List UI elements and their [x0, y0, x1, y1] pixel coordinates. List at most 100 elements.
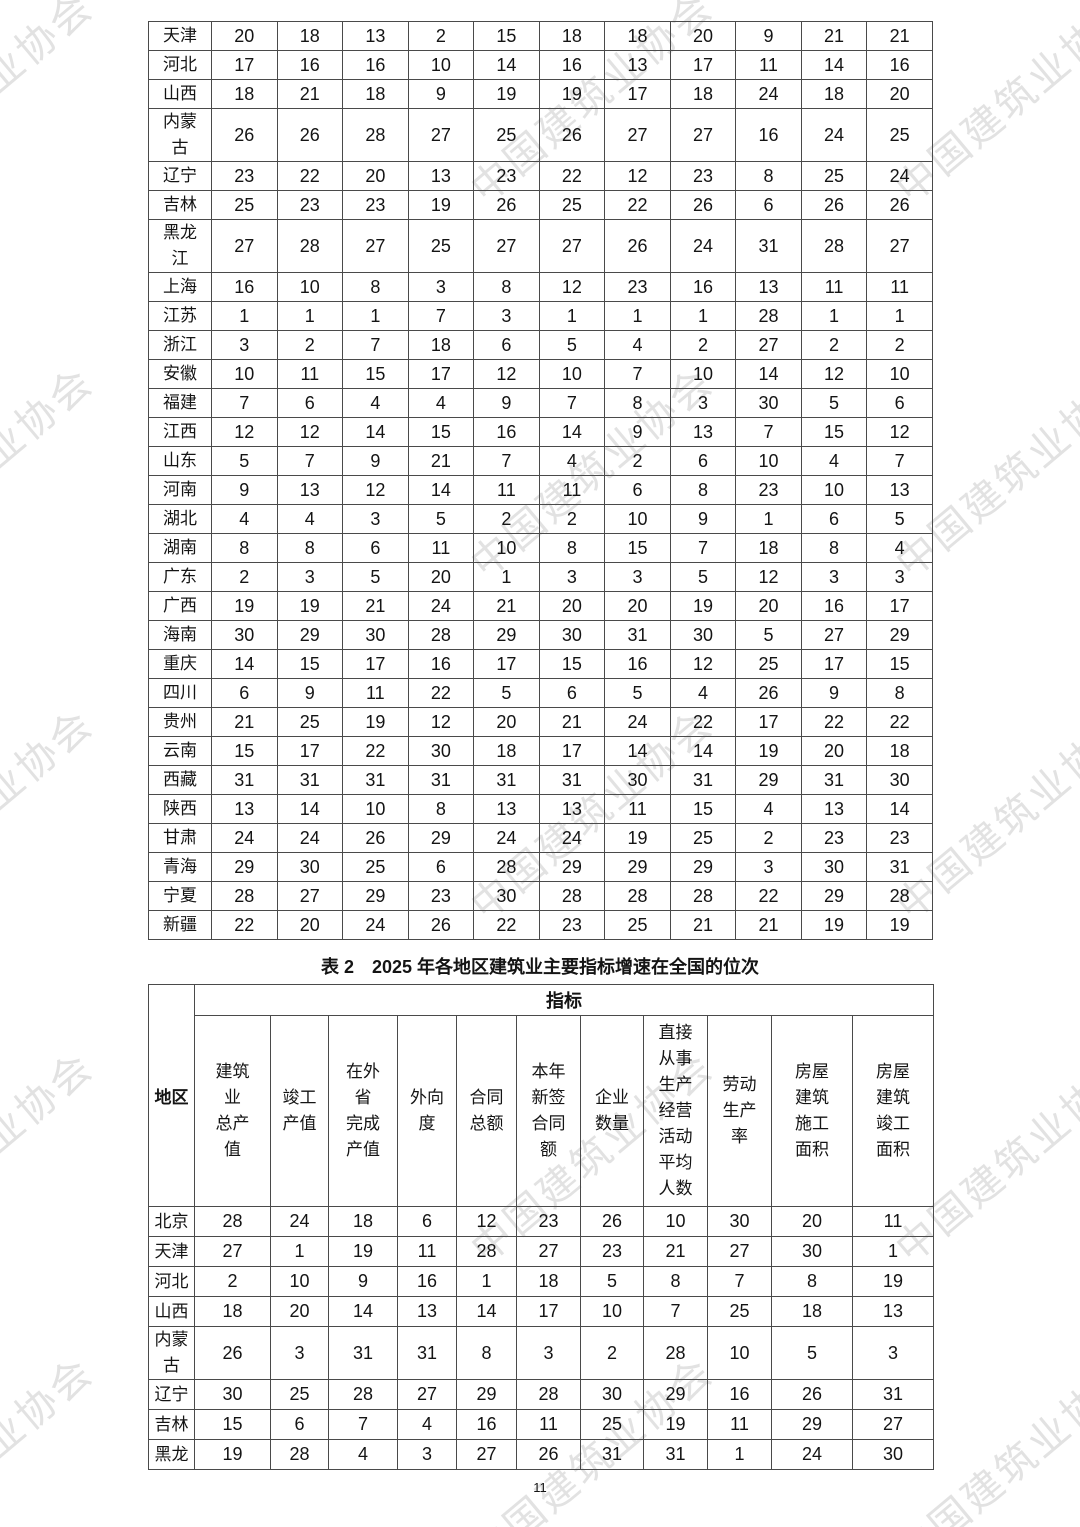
- rank-cell: 3: [851, 1326, 935, 1380]
- rank-cell: 18: [866, 736, 933, 766]
- rank-cell: 27: [851, 1409, 935, 1440]
- rank-cell: 6: [735, 190, 802, 220]
- rank-cell: 2: [604, 446, 671, 476]
- rank-cell: 13: [669, 417, 737, 447]
- rank-cell: 15: [473, 21, 540, 51]
- rank-cell: 1: [866, 301, 933, 331]
- rank-cell: 4: [866, 533, 933, 563]
- table-row: 上海 16 10 8 3 8 12 23 16 13 11 11: [148, 272, 933, 302]
- region-column-header: 地区: [148, 984, 195, 1207]
- rank-cell: 7: [866, 446, 933, 476]
- rank-cell: 21: [342, 591, 409, 621]
- rank-cell: 6: [211, 678, 278, 708]
- rank-cell: 19: [473, 79, 540, 109]
- region-label: 新疆: [148, 910, 212, 940]
- rank-cell: 25: [270, 1379, 329, 1410]
- rank-cell: 28: [407, 620, 475, 650]
- rank-cell: 10: [270, 1266, 329, 1297]
- rank-cell: 26: [211, 108, 278, 162]
- rank-cell: 8: [276, 533, 344, 563]
- table-row: 河北 17 16 16 10 14 16 13 17 11 14 16: [148, 50, 933, 80]
- table-row: 宁夏 28 27 29 23 30 28 28 28 22 29 28: [148, 881, 933, 911]
- rank-cell: 12: [866, 417, 933, 447]
- region-label: 江西: [148, 417, 212, 447]
- rank-cell: 8: [342, 272, 409, 302]
- rank-cell: 28: [538, 881, 606, 911]
- rank-cell: 29: [669, 852, 737, 882]
- rank-cell: 18: [211, 79, 278, 109]
- region-label: 天津: [148, 21, 212, 51]
- rank-cell: 8: [735, 161, 802, 191]
- rank-cell: 24: [604, 707, 671, 737]
- indicator-column-header: 外向 度: [397, 1015, 457, 1207]
- rank-cell: 6: [270, 1409, 329, 1440]
- rank-cell: 5: [538, 330, 606, 360]
- rank-cell: 31: [851, 1379, 935, 1410]
- table-row: 吉林 15 6 7 4 16 11 25 19 11 29 27: [148, 1409, 935, 1440]
- rank-cell: 13: [604, 50, 671, 80]
- rank-cell: 8: [643, 1266, 708, 1297]
- rank-cell: 18: [771, 1296, 853, 1327]
- rank-cell: 28: [276, 219, 344, 273]
- rank-cell: 5: [580, 1266, 644, 1297]
- rank-cell: 30: [800, 852, 868, 882]
- rank-cell: 23: [538, 910, 606, 940]
- rank-cell: 23: [580, 1236, 644, 1267]
- region-label: 上海: [148, 272, 212, 302]
- rank-cell: 2: [580, 1326, 644, 1380]
- rank-cell: 30: [342, 620, 409, 650]
- rank-cell: 9: [211, 475, 278, 505]
- rank-cell: 22: [800, 707, 868, 737]
- rank-cell: 18: [669, 79, 737, 109]
- rank-cell: 11: [538, 475, 606, 505]
- rank-cell: 21: [407, 446, 475, 476]
- rank-cell: 27: [473, 219, 540, 273]
- rank-cell: 16: [473, 417, 540, 447]
- rank-cell: 29: [407, 823, 475, 853]
- rank-cell: 15: [866, 649, 933, 679]
- rank-cell: 13: [276, 475, 344, 505]
- rank-cell: 1: [735, 504, 802, 534]
- indicator-column-header: 在外 省 完成 产值: [328, 1015, 398, 1207]
- rank-cell: 16: [407, 649, 475, 679]
- rank-cell: 18: [473, 736, 540, 766]
- rank-cell: 1: [800, 301, 868, 331]
- rank-cell: 28: [643, 1326, 708, 1380]
- rank-cell: 30: [194, 1379, 271, 1410]
- rank-cell: 29: [771, 1409, 853, 1440]
- rank-cell: 1: [473, 562, 540, 592]
- region-label: 西藏: [148, 765, 212, 795]
- rank-cell: 27: [538, 219, 606, 273]
- rank-cell: 17: [516, 1296, 581, 1327]
- rank-cell: 17: [538, 736, 606, 766]
- rank-cell: 8: [604, 388, 671, 418]
- table-row: 黑龙 19 28 4 3 27 26 31 31 1 24 30: [148, 1439, 935, 1470]
- rank-cell: 2: [407, 21, 475, 51]
- region-label: 山西: [148, 1296, 195, 1327]
- rank-cell: 21: [735, 910, 802, 940]
- rank-cell: 24: [538, 823, 606, 853]
- region-label: 福建: [148, 388, 212, 418]
- rank-cell: 17: [669, 50, 737, 80]
- rank-cell: 14: [604, 736, 671, 766]
- rank-cell: 26: [473, 190, 540, 220]
- table-row: 广东 2 3 5 20 1 3 3 5 12 3 3: [148, 562, 933, 592]
- table-row: 西藏 31 31 31 31 31 31 30 31 29 31 30: [148, 765, 933, 795]
- rank-cell: 9: [604, 417, 671, 447]
- rank-cell: 28: [456, 1236, 517, 1267]
- rank-cell: 8: [538, 533, 606, 563]
- rank-cell: 28: [328, 1379, 398, 1410]
- rank-cell: 28: [270, 1439, 329, 1470]
- rank-cell: 7: [211, 388, 278, 418]
- rank-cell: 23: [516, 1206, 581, 1237]
- rank-cell: 7: [538, 388, 606, 418]
- rank-cell: 26: [580, 1206, 644, 1237]
- rank-cell: 16: [276, 50, 344, 80]
- rank-cell: 9: [800, 678, 868, 708]
- rank-cell: 19: [342, 707, 409, 737]
- table-row: 四川 6 9 11 22 5 6 5 4 26 9 8: [148, 678, 933, 708]
- rank-cell: 24: [270, 1206, 329, 1237]
- indicator-column-header: 建筑 业 总产 值: [194, 1015, 271, 1207]
- rank-cell: 13: [866, 475, 933, 505]
